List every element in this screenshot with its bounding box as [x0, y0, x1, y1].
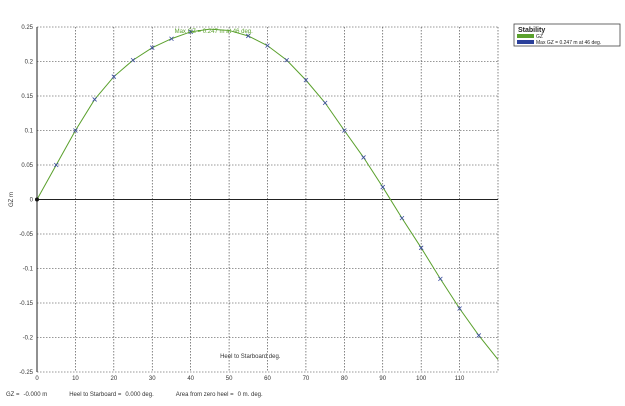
y-axis-label: GZ m [9, 192, 15, 207]
legend-frame [513, 23, 621, 47]
x-tick-label: 30 [149, 376, 156, 382]
marker-stroke [284, 57, 289, 63]
gz-point-marker [303, 77, 309, 83]
legend-swatch-gz [517, 34, 534, 38]
x-tick-label: 110 [455, 376, 465, 382]
gz-point-marker [246, 33, 251, 39]
y-tick-label: 0.25 [21, 25, 33, 31]
legend-swatch-max-gz [517, 40, 534, 44]
gz-point-marker [73, 128, 78, 133]
gz-point-marker [418, 245, 424, 251]
gz-point-marker [188, 29, 193, 35]
marker-stroke [380, 184, 386, 190]
gz-point-marker [130, 57, 136, 63]
gz-point-marker [457, 306, 462, 311]
marker-stroke [303, 77, 309, 83]
max-gz-annotation: Max GZ = 0.247 m at 46 deg. [175, 29, 254, 35]
area-status-value: 0 m. deg. [237, 392, 263, 398]
marker-stroke [342, 128, 347, 133]
y-tick-label: -0.1 [23, 267, 34, 273]
y-tick-label: 0.2 [25, 60, 34, 66]
y-tick-label: -0.2 [23, 336, 34, 342]
gz-status-value: -0.000 m [23, 392, 48, 398]
gz-point-marker [284, 57, 289, 63]
marker-stroke [246, 33, 251, 39]
heel-status-value: 0.000 deg. [125, 392, 154, 398]
y-tick-label: 0.15 [21, 94, 33, 100]
marker-stroke [73, 128, 78, 133]
marker-layer [35, 29, 482, 338]
x-tick-label: 70 [303, 376, 310, 382]
marker-stroke [457, 306, 462, 311]
marker-stroke [188, 29, 193, 35]
legend-box[interactable]: Stability GZ Max GZ = 0.247 m at 46 deg. [513, 23, 621, 47]
marker-stroke [476, 333, 482, 338]
gz-status-label: GZ = [6, 392, 20, 398]
marker-stroke [438, 276, 443, 282]
origin-point [35, 197, 39, 202]
marker-stroke [361, 155, 366, 160]
marker-stroke [149, 45, 155, 50]
y-tick-label: 0.1 [25, 129, 34, 135]
gz-point-marker [149, 45, 155, 50]
x-tick-label: 100 [416, 376, 427, 382]
gz-point-marker [111, 74, 117, 79]
gz-point-marker [476, 333, 482, 338]
x-tick-label: 20 [110, 376, 117, 382]
marker-stroke [265, 43, 270, 48]
marker-stroke [111, 74, 117, 79]
heel-status-label: Heel to Starboard = [69, 392, 122, 398]
gz-point-marker [361, 155, 366, 160]
marker-stroke [130, 57, 136, 63]
x-tick-label: 60 [264, 376, 271, 382]
marker-stroke [53, 162, 59, 168]
legend-label-gz: GZ [536, 34, 543, 40]
gz-point-marker [438, 276, 443, 282]
gz-point-marker [53, 162, 59, 168]
y-tick-label: 0 [30, 198, 34, 204]
x-tick-label: 50 [226, 376, 233, 382]
x-tick-label: 10 [72, 376, 79, 382]
y-tick-label: -0.05 [19, 232, 33, 238]
marker-stroke [418, 245, 424, 251]
status-bar: GZ = -0.000 m Heel to Starboard = 0.000 … [6, 392, 281, 398]
y-tick-label: -0.15 [19, 301, 33, 307]
gz-point-marker [265, 43, 270, 48]
axis-layer: 0 10 20 30 40 50 60 70 80 90 100 110 -0.25 -0.2 -0.15 -… [9, 25, 498, 382]
gz-point-marker [169, 36, 174, 42]
marker-stroke [169, 36, 174, 42]
marker-stroke [399, 215, 405, 221]
x-tick-label: 40 [187, 376, 194, 382]
x-tick-label: 80 [341, 376, 348, 382]
area-status-label: Area from zero heel = [175, 392, 234, 398]
x-tick-label: 0 [35, 376, 39, 382]
legend-label-max-gz: Max GZ = 0.247 m at 46 deg. [536, 40, 601, 46]
y-tick-label: 0.05 [21, 163, 33, 169]
gz-point-marker [342, 128, 347, 133]
y-tick-label: -0.25 [19, 370, 33, 376]
legend-title: Stability [518, 27, 545, 34]
marker-stroke [92, 97, 97, 102]
x-tick-label: 90 [379, 376, 386, 382]
marker-stroke [322, 100, 328, 106]
x-axis-label: Heel to Starboard deg. [220, 354, 281, 360]
gz-point-marker [92, 97, 97, 102]
gz-point-marker [322, 100, 328, 106]
gz-point-marker [399, 215, 405, 221]
gz-point-marker [380, 184, 386, 190]
